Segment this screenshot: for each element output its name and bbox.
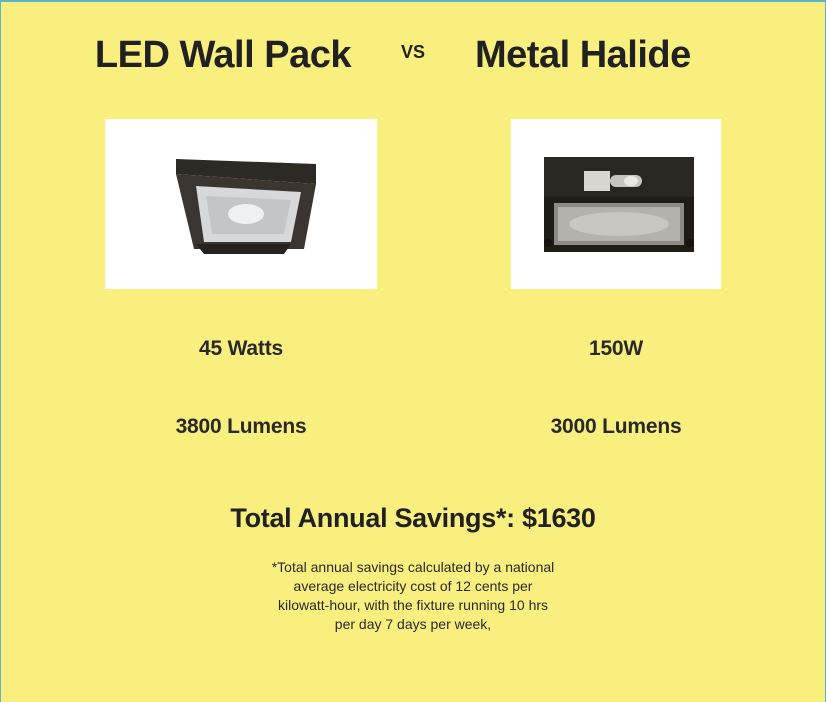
images-row — [1, 77, 825, 289]
right-watts: 150W — [589, 337, 643, 361]
vs-label: VS — [401, 42, 425, 63]
left-watts: 45 Watts — [199, 337, 283, 361]
right-product-image — [511, 119, 721, 289]
led-wallpack-icon — [146, 144, 336, 264]
metal-halide-icon — [526, 139, 706, 269]
savings-text: Total Annual Savings*: $1630 — [1, 503, 825, 534]
footnote-line: average electricity cost of 12 cents per — [1, 577, 825, 596]
left-lumens: 3800 Lumens — [176, 415, 307, 439]
footnote-line: per day 7 days per week, — [1, 615, 825, 634]
left-title: LED Wall Pack — [41, 34, 361, 77]
right-lumens: 3000 Lumens — [551, 415, 682, 439]
right-specs: 150W 3000 Lumens — [511, 289, 721, 439]
header-row: LED Wall Pack VS Metal Halide — [1, 2, 825, 77]
right-title: Metal Halide — [465, 34, 785, 77]
footnote-line: kilowatt-hour, with the fixture running … — [1, 596, 825, 615]
specs-row: 45 Watts 3800 Lumens 150W 3000 Lumens — [1, 289, 825, 439]
footnote: *Total annual savings calculated by a na… — [1, 558, 825, 634]
left-specs: 45 Watts 3800 Lumens — [105, 289, 377, 439]
footnote-line: *Total annual savings calculated by a na… — [1, 558, 825, 577]
left-product-image — [105, 119, 377, 289]
